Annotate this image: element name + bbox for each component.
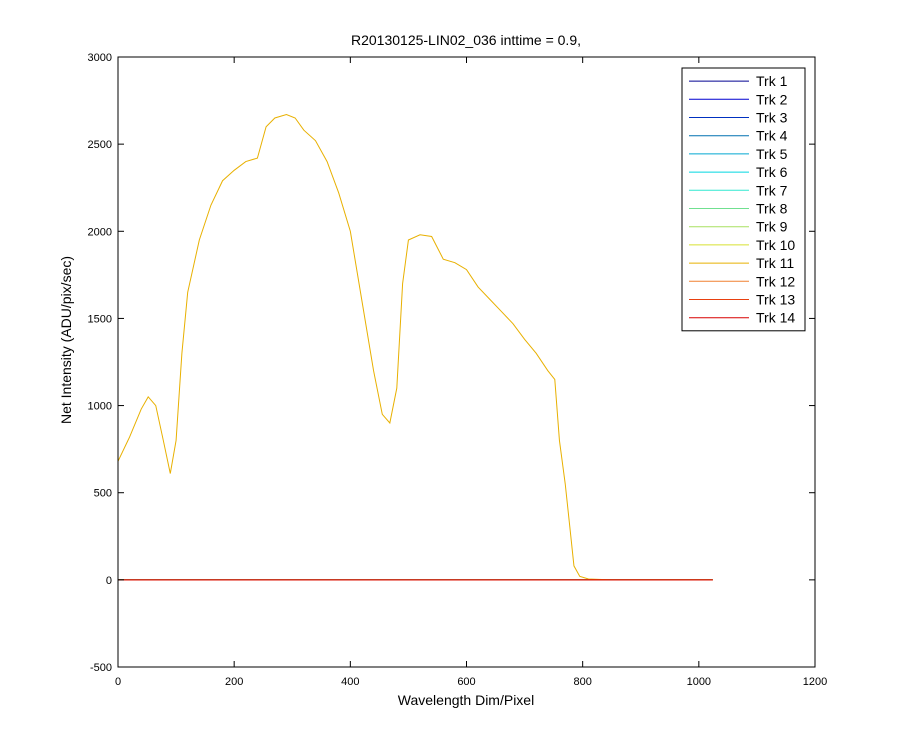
axes: 0 200 400 600 800 1000 1200-500050010001500200… xyxy=(88,52,828,688)
y-axis-label: Net Intensity (ADU/pix/sec) xyxy=(58,256,74,424)
legend: Trk 1 Trk 2 Trk 3 Trk 4 Trk 5 Trk 6 Trk 7 Trk 8… xyxy=(681,67,806,332)
legend-label: Trk 9 xyxy=(756,219,788,235)
y-tick-label: 2500 xyxy=(88,139,112,151)
x-tick-label: 800 xyxy=(573,676,591,688)
y-tick-label: 500 xyxy=(94,488,112,500)
legend-label: Trk 8 xyxy=(756,201,788,217)
x-axis-label: Wavelength Dim/Pixel xyxy=(398,692,534,708)
y-tick-label: 2000 xyxy=(88,226,112,238)
legend-label: Trk 5 xyxy=(756,146,788,162)
chart-title: R20130125-LIN02_036 inttime = 0.9, xyxy=(351,32,581,48)
legend-label: Trk 7 xyxy=(756,182,788,198)
x-tick-label: 1000 xyxy=(687,676,711,688)
plot-lines xyxy=(117,113,713,581)
x-tick-label: 200 xyxy=(225,676,243,688)
legend-label: Trk 12 xyxy=(756,273,795,289)
legend-label: Trk 10 xyxy=(756,237,795,253)
legend-label: Trk 1 xyxy=(756,73,788,89)
y-tick-label: 1000 xyxy=(88,401,112,413)
legend-box xyxy=(681,67,806,332)
data-line xyxy=(117,113,713,581)
legend-label: Trk 4 xyxy=(756,128,788,144)
y-tick-label: 0 xyxy=(106,575,112,587)
x-tick-label: 0 xyxy=(115,676,121,688)
legend-label: Trk 14 xyxy=(756,310,795,326)
legend-label: Trk 13 xyxy=(756,292,795,308)
x-tick-label: 400 xyxy=(341,676,359,688)
y-tick-label: 1500 xyxy=(88,313,112,325)
legend-label: Trk 11 xyxy=(756,255,794,271)
legend-label: Trk 6 xyxy=(756,164,788,180)
legend-label: Trk 3 xyxy=(756,110,788,126)
y-tick-label: 3000 xyxy=(88,52,112,64)
legend-label: Trk 2 xyxy=(756,91,788,107)
x-tick-label: 600 xyxy=(457,676,475,688)
y-tick-label: -500 xyxy=(90,662,112,674)
x-tick-label: 1200 xyxy=(803,676,827,688)
